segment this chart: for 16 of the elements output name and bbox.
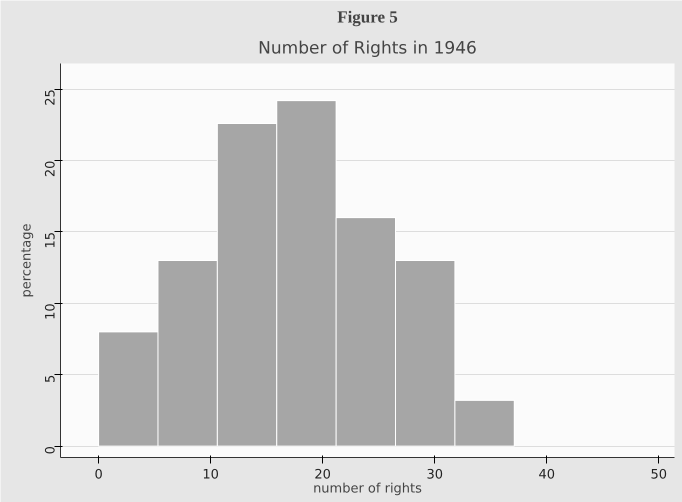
caption: Figure 5	[337, 8, 398, 26]
y-tick-label: 25	[44, 89, 58, 106]
x-tick-label: 30	[426, 468, 443, 482]
x-tick-label: 0	[94, 468, 103, 482]
y-tick-label: 0	[44, 446, 58, 454]
y-axis-title: percentage	[20, 223, 34, 298]
y-tick-label: 10	[44, 303, 58, 320]
x-tick-label: 20	[314, 468, 331, 482]
x-axis-title: number of rights	[313, 482, 422, 496]
chart-title: Number of Rights in 1946	[258, 38, 477, 58]
y-tick-label: 5	[44, 374, 58, 383]
x-tick-label: 50	[650, 468, 668, 482]
y-tick-label: 15	[44, 232, 58, 248]
x-tick-label: 10	[202, 468, 219, 482]
x-tick-label: 40	[538, 468, 556, 482]
y-tick-label: 20	[44, 160, 58, 178]
